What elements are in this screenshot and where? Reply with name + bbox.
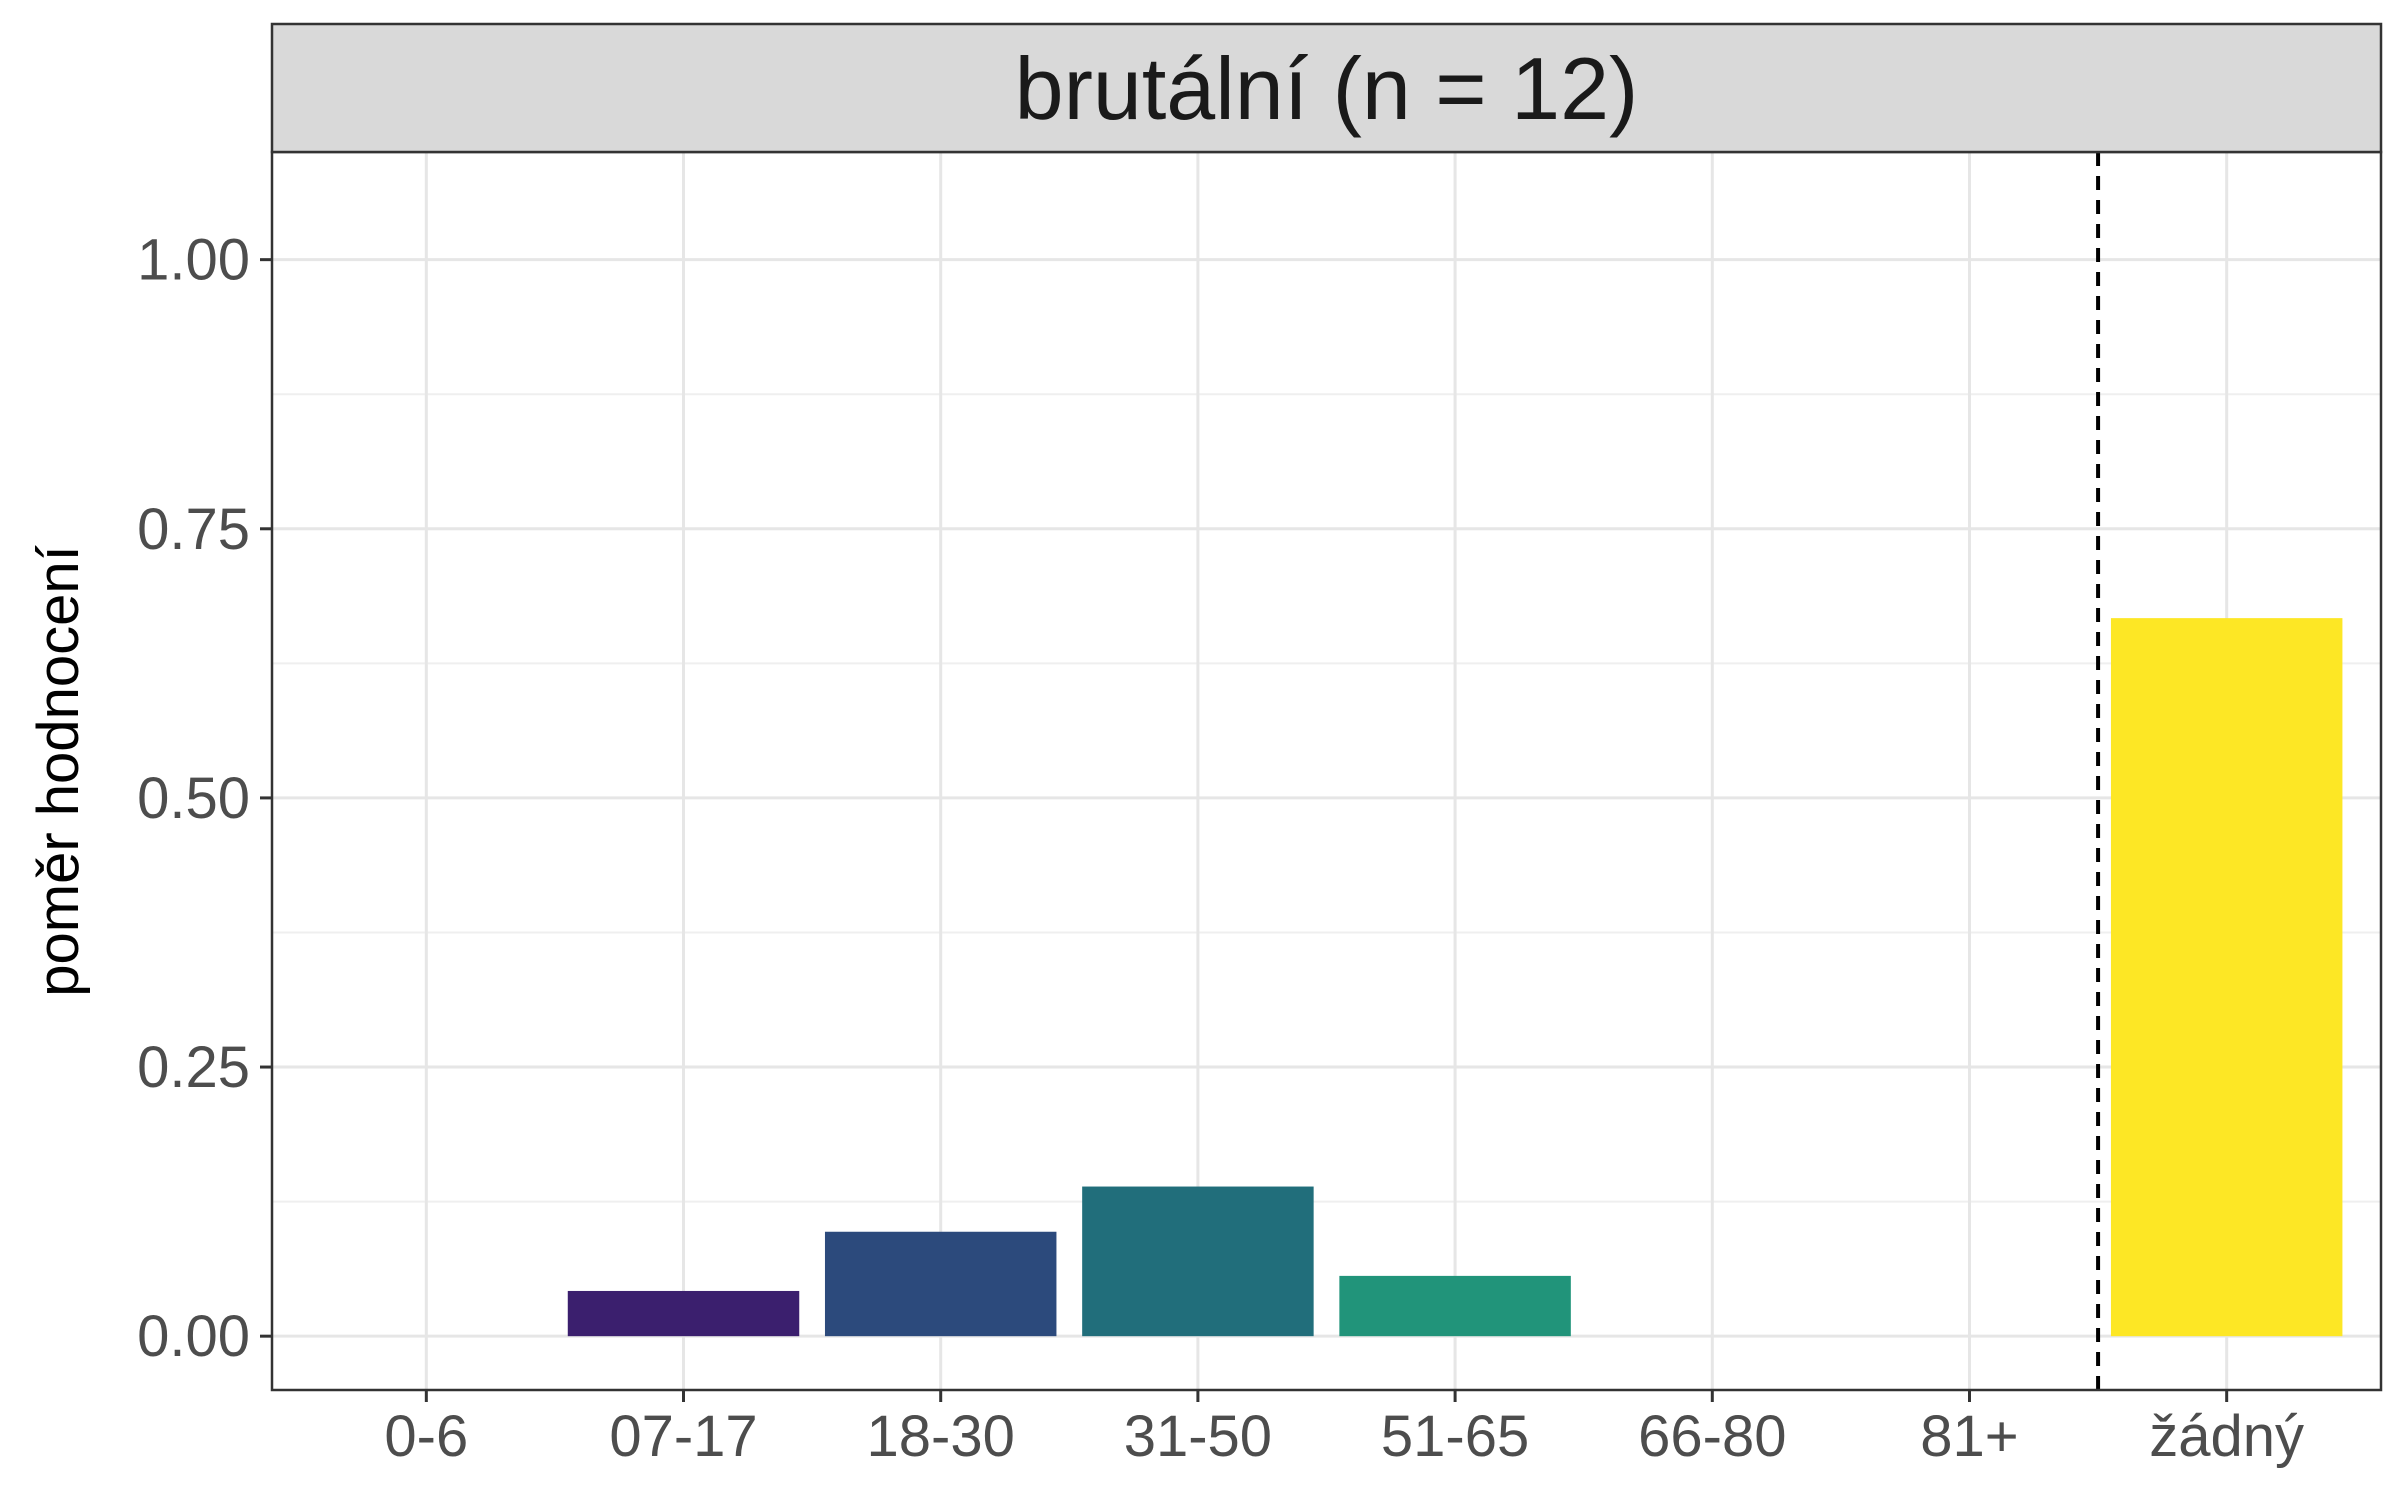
y-tick-label: 0.50	[137, 766, 250, 831]
x-tick-label: žádný	[2149, 1404, 2304, 1469]
x-tick-label: 0-6	[384, 1404, 468, 1469]
x-tick-label: 66-80	[1638, 1404, 1786, 1469]
x-tick-label: 81+	[1920, 1404, 2018, 1469]
x-axis: 0-6 07-17 18-30 31-50 51-65 66-80 81+ žádný	[384, 1390, 2304, 1469]
y-axis-title: poměr hodnocení	[26, 545, 91, 996]
bar-18-30	[824, 1231, 1057, 1337]
y-tick-label: 1.00	[137, 228, 250, 293]
y-axis: 0.00 0.25 0.50 0.75 1.00	[137, 228, 272, 1369]
x-tick-label: 31-50	[1124, 1404, 1272, 1469]
bar-31-50	[1082, 1186, 1314, 1337]
bar-51-65	[1339, 1275, 1571, 1337]
x-tick-label: 07-17	[609, 1404, 757, 1469]
facet-strip	[270, 22, 2383, 154]
bars	[567, 618, 2343, 1337]
bar-07-17	[567, 1290, 800, 1337]
x-tick-label: 18-30	[867, 1404, 1015, 1469]
y-tick-label: 0.00	[137, 1304, 250, 1369]
x-tick-label: 51-65	[1381, 1404, 1529, 1469]
panel-border	[270, 150, 2383, 1392]
grid-lines	[272, 152, 2381, 1390]
facet-title: brutální (n = 12)	[1015, 39, 1639, 138]
bar-žádný	[2110, 618, 2343, 1337]
y-tick-label: 0.25	[137, 1035, 250, 1100]
y-tick-label: 0.75	[137, 497, 250, 562]
